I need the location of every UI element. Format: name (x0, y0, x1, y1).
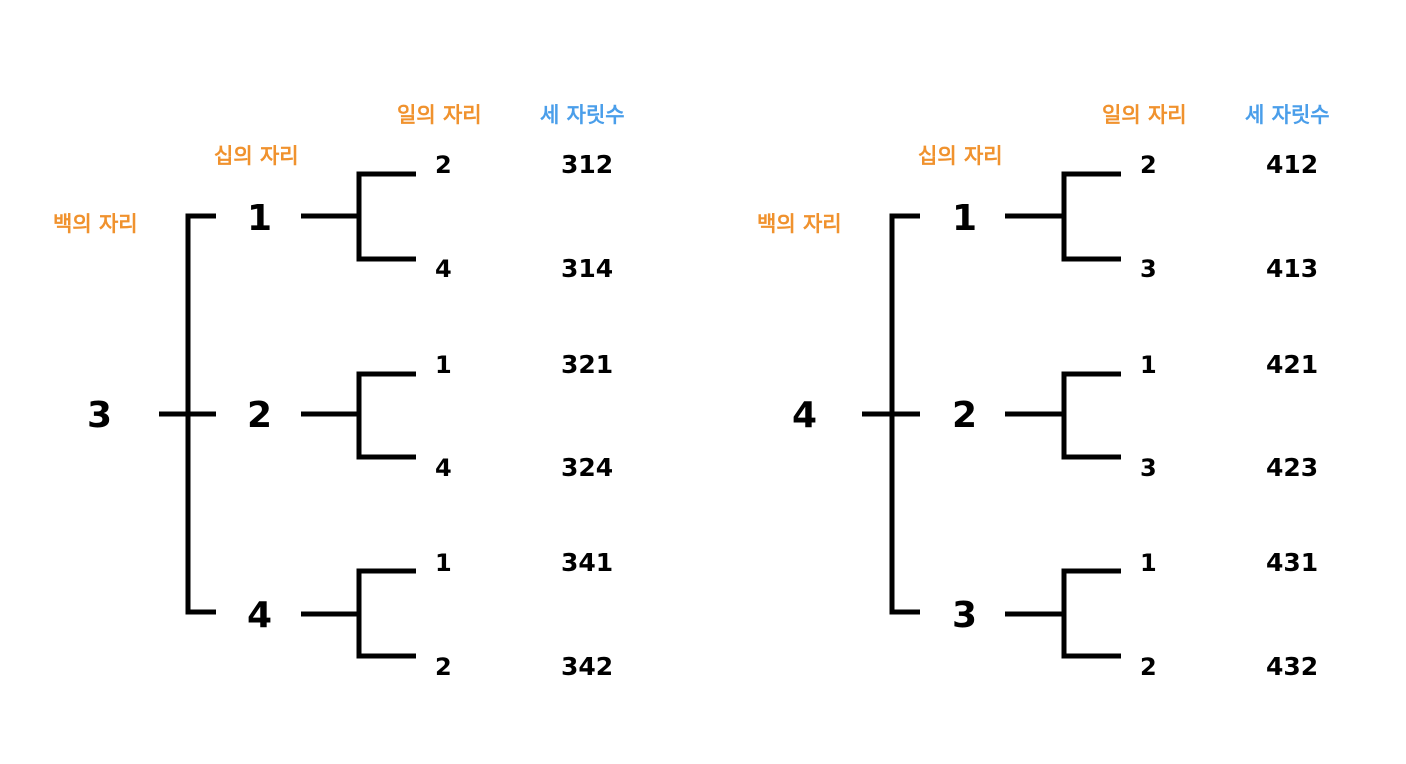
tree-2-ones-digit-2: 3 (1140, 255, 1157, 283)
tree-2-ones-label: 일의 자리 (1102, 103, 1187, 127)
tree-2-number-1: 412 (1266, 150, 1319, 179)
tree-2-branch-1-bracket (1061, 171, 1121, 262)
tree-1-result-header: 세 자릿수 (540, 103, 625, 127)
tree-1-branch-3-bracket (356, 568, 416, 659)
tree-1-number-1: 312 (561, 150, 614, 179)
tree-2-number-5: 431 (1266, 548, 1319, 577)
tree-1-ones-label: 일의 자리 (397, 103, 482, 127)
tree-1-ones-digit-3: 1 (435, 351, 452, 379)
tree-2-branch-3-bracket (1061, 568, 1121, 659)
tree-2-tens-label: 십의 자리 (918, 144, 1003, 168)
tree-2-ones-digit-4: 3 (1140, 454, 1157, 482)
tree-1-tens-digit-3: 4 (247, 595, 273, 636)
tree-2-number-4: 423 (1266, 453, 1319, 482)
tree-1-number-3: 321 (561, 350, 614, 379)
tree-1-branch-bracket (185, 213, 216, 615)
tree-2-hundreds-label: 백의 자리 (757, 212, 842, 236)
tree-1-number-6: 342 (561, 652, 614, 681)
tree-2-tens-digit-2: 2 (952, 395, 978, 436)
tree-1-tens-digit-1: 1 (247, 198, 273, 239)
tree-1-hundreds-label: 백의 자리 (53, 212, 138, 236)
tree-2-tens-digit-1: 1 (952, 198, 978, 239)
tree-2-ones-digit-5: 1 (1140, 549, 1157, 577)
tree-2-ones-digit-1: 2 (1140, 151, 1157, 179)
tree-1-ones-digit-1: 2 (435, 151, 452, 179)
tree-2-result-header: 세 자릿수 (1245, 103, 1330, 127)
tree-2-ones-digit-6: 2 (1140, 653, 1157, 681)
tree-1-root-digit: 3 (87, 395, 113, 436)
tree-2-branch-2-bracket (1061, 371, 1121, 460)
tree-1-branch-2-bracket (356, 371, 416, 460)
tree-1-number-4: 324 (561, 453, 614, 482)
tree-1-ones-digit-5: 1 (435, 549, 452, 577)
tree-2-number-3: 421 (1266, 350, 1319, 379)
tree-1-branch-1-bracket (356, 171, 416, 262)
tree-1-number-5: 341 (561, 548, 614, 577)
tree-1-tens-label: 십의 자리 (214, 144, 299, 168)
tree-1-tens-digit-2: 2 (247, 395, 273, 436)
tree-2-number-6: 432 (1266, 652, 1319, 681)
tree-2-number-2: 413 (1266, 254, 1319, 283)
tree-2-tens-digit-3: 3 (952, 595, 978, 636)
tree-2-ones-digit-3: 1 (1140, 351, 1157, 379)
tree-2-root-digit: 4 (792, 395, 818, 436)
tree-1-ones-digit-4: 4 (435, 454, 452, 482)
tree-1-ones-digit-2: 4 (435, 255, 452, 283)
tree-2-branch-bracket (889, 213, 920, 615)
tree-1-number-2: 314 (561, 254, 614, 283)
tree-1-ones-digit-6: 2 (435, 653, 452, 681)
